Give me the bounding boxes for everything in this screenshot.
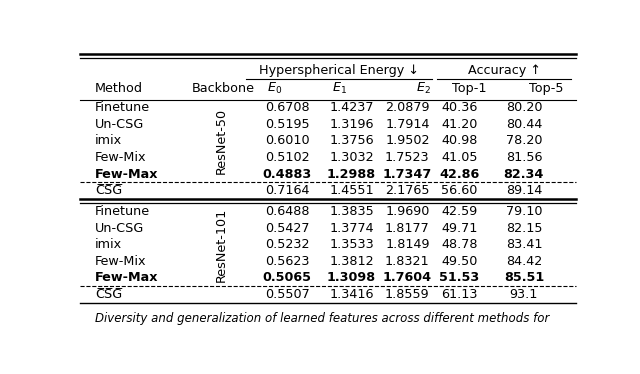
Text: 1.2988: 1.2988 [327, 168, 376, 181]
Text: 85.51: 85.51 [504, 271, 544, 284]
Text: 1.9690: 1.9690 [385, 205, 429, 218]
Text: Accuracy ↑: Accuracy ↑ [468, 64, 541, 77]
Text: Top-5: Top-5 [529, 82, 563, 95]
Text: 49.50: 49.50 [441, 255, 477, 268]
Text: 0.5507: 0.5507 [265, 288, 310, 301]
Text: 89.14: 89.14 [506, 184, 542, 197]
Text: C̅S̅G̅: C̅S̅G̅ [95, 184, 122, 197]
Text: ResNet-50: ResNet-50 [215, 108, 228, 174]
Text: Few-Mix: Few-Mix [95, 255, 147, 268]
Text: 42.59: 42.59 [442, 205, 477, 218]
Text: 56.60: 56.60 [441, 184, 477, 197]
Text: 48.78: 48.78 [441, 238, 477, 251]
Text: 0.7164: 0.7164 [265, 184, 309, 197]
Text: 1.3812: 1.3812 [329, 255, 374, 268]
Text: 42.86: 42.86 [439, 168, 479, 181]
Text: 80.20: 80.20 [506, 101, 542, 114]
Text: 0.4883: 0.4883 [262, 168, 312, 181]
Text: 82.34: 82.34 [504, 168, 544, 181]
Text: 82.15: 82.15 [506, 222, 542, 234]
Text: 61.13: 61.13 [441, 288, 477, 301]
Text: 1.4237: 1.4237 [330, 101, 374, 114]
Text: 84.42: 84.42 [506, 255, 542, 268]
Text: imix: imix [95, 135, 122, 147]
Text: Method: Method [95, 82, 143, 95]
Text: 0.6010: 0.6010 [265, 135, 309, 147]
Text: imix: imix [95, 238, 122, 251]
Text: 1.3533: 1.3533 [329, 238, 374, 251]
Text: 49.71: 49.71 [441, 222, 477, 234]
Text: 0.5427: 0.5427 [265, 222, 309, 234]
Text: 0.5065: 0.5065 [262, 271, 312, 284]
Text: Un-CSG: Un-CSG [95, 222, 144, 234]
Text: 41.05: 41.05 [441, 151, 477, 164]
Text: 2.1765: 2.1765 [385, 184, 429, 197]
Text: Top-1: Top-1 [452, 82, 486, 95]
Text: 1.3032: 1.3032 [329, 151, 374, 164]
Text: 1.8321: 1.8321 [385, 255, 429, 268]
Text: $E_0$: $E_0$ [267, 81, 282, 96]
Text: 78.20: 78.20 [506, 135, 542, 147]
Text: 1.3416: 1.3416 [330, 288, 374, 301]
Text: 0.5195: 0.5195 [265, 118, 309, 131]
Text: 0.5623: 0.5623 [265, 255, 309, 268]
Text: 40.98: 40.98 [441, 135, 477, 147]
Text: Finetune: Finetune [95, 205, 150, 218]
Text: 1.3835: 1.3835 [329, 205, 374, 218]
Text: 1.4551: 1.4551 [329, 184, 374, 197]
Text: Few-Max: Few-Max [95, 271, 158, 284]
Text: 1.7347: 1.7347 [383, 168, 432, 181]
Text: 0.6708: 0.6708 [265, 101, 309, 114]
Text: Finetune: Finetune [95, 101, 150, 114]
Text: 1.3774: 1.3774 [329, 222, 374, 234]
Text: 80.44: 80.44 [506, 118, 542, 131]
Text: 1.3098: 1.3098 [327, 271, 376, 284]
Text: C̅S̅G̅: C̅S̅G̅ [95, 288, 122, 301]
Text: 1.3196: 1.3196 [330, 118, 374, 131]
Text: 0.6488: 0.6488 [265, 205, 309, 218]
Text: 81.56: 81.56 [506, 151, 542, 164]
Text: 1.8559: 1.8559 [385, 288, 429, 301]
Text: $E_1$: $E_1$ [332, 81, 347, 96]
Text: 51.53: 51.53 [439, 271, 479, 284]
Text: Un-CSG: Un-CSG [95, 118, 144, 131]
Text: Hyperspherical Energy ↓: Hyperspherical Energy ↓ [259, 64, 419, 77]
Text: Backbone: Backbone [191, 82, 255, 95]
Text: Few-Max: Few-Max [95, 168, 158, 181]
Text: 0.5232: 0.5232 [265, 238, 309, 251]
Text: Diversity and generalization of learned features across different methods for: Diversity and generalization of learned … [95, 312, 549, 325]
Text: 1.3756: 1.3756 [329, 135, 374, 147]
Text: 1.8149: 1.8149 [385, 238, 429, 251]
Text: 1.8177: 1.8177 [385, 222, 429, 234]
Text: 1.9502: 1.9502 [385, 135, 429, 147]
Text: Few-Mix: Few-Mix [95, 151, 147, 164]
Text: 1.7914: 1.7914 [385, 118, 429, 131]
Text: 40.36: 40.36 [441, 101, 477, 114]
Text: 1.7523: 1.7523 [385, 151, 429, 164]
Text: 2.0879: 2.0879 [385, 101, 429, 114]
Text: 0.5102: 0.5102 [265, 151, 309, 164]
Text: 93.1: 93.1 [509, 288, 538, 301]
Text: 79.10: 79.10 [506, 205, 542, 218]
Text: ResNet-101: ResNet-101 [215, 208, 228, 282]
Text: $E_2$: $E_2$ [416, 81, 431, 96]
Text: 41.20: 41.20 [441, 118, 477, 131]
Text: 83.41: 83.41 [506, 238, 542, 251]
Text: 1.7604: 1.7604 [383, 271, 432, 284]
